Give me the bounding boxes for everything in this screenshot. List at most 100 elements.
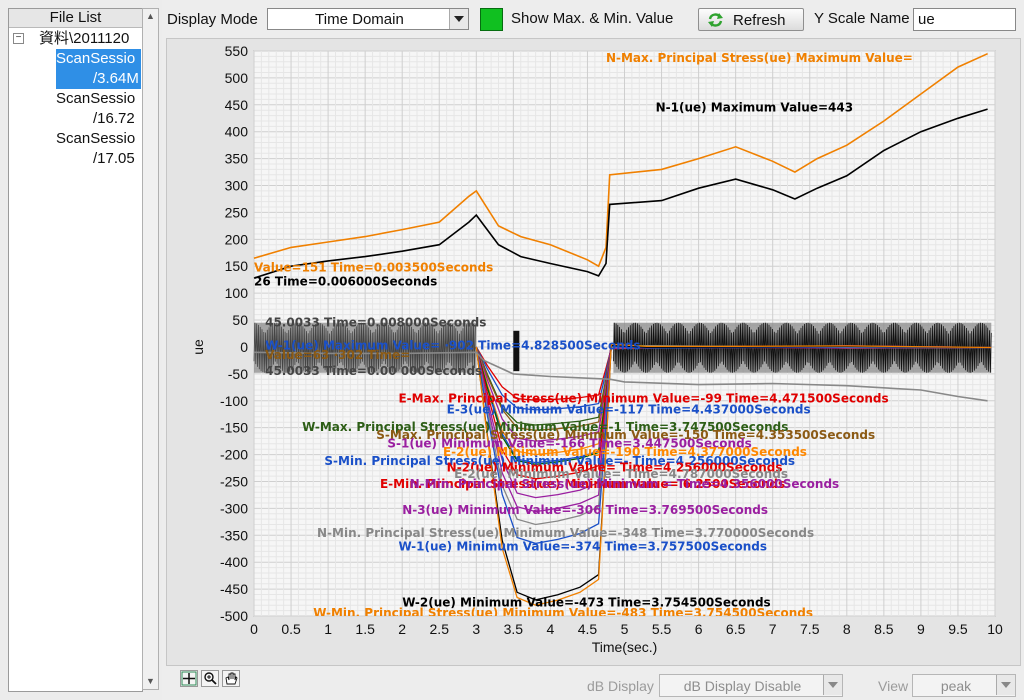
chevron-down-icon[interactable] [449, 9, 468, 29]
value-annotation: S-1(ue) Minimum Value=-166 Time=3.447500… [387, 437, 751, 451]
x-tick-label: 0 [250, 621, 258, 637]
session-name: ScanSessio [56, 130, 136, 147]
refresh-button[interactable]: Refresh [698, 8, 804, 31]
value-annotation: W-Max. Principal Stress(ue) Minimum Valu… [302, 420, 788, 434]
y-scale-label: Y Scale Name [814, 10, 910, 27]
series-line [253, 351, 988, 402]
file-list-panel: File List − 資料\2011120 ScanSessio /3.64M… [0, 0, 162, 700]
chart-canvas: 550500450400350300250200150100500-50-100… [190, 43, 1003, 655]
hand-icon [225, 672, 238, 685]
y-tick-label: 350 [225, 151, 249, 167]
x-tick-label: 8 [843, 621, 851, 637]
x-tick-label: 6.5 [726, 621, 746, 637]
y-tick-label: 500 [225, 70, 249, 86]
chevron-down-icon[interactable] [823, 675, 842, 695]
crosshair-icon [181, 671, 197, 686]
file-list-scrollbar[interactable]: ▲ ▼ [142, 8, 159, 690]
y-tick-label: -300 [220, 500, 248, 516]
scroll-up-icon[interactable]: ▲ [146, 11, 155, 21]
display-mode-value: Time Domain [315, 11, 404, 28]
value-annotation: N-2(ue) Minimum Value= Time=4.256000Seco… [447, 460, 783, 474]
view-value: peak [940, 678, 972, 694]
refresh-icon [708, 13, 723, 27]
y-tick-label: -400 [220, 554, 248, 570]
value-annotation: E-2(ue) Minimum Value=-190 Time=4.377000… [443, 445, 807, 459]
waveform-chart[interactable]: 550 500 450 400 350 300 250 200 150 100 50 0 -50 -100… [166, 38, 1021, 666]
display-mode-label: Display Mode [167, 11, 258, 28]
refresh-label: Refresh [733, 12, 786, 29]
value-annotation: N-Min. Principal Stress(ue) Minimum = Ti… [410, 477, 840, 491]
value-annotation: E-Min. Principal Stress(ue) Minimum Valu… [380, 477, 785, 491]
file-list[interactable]: File List − 資料\2011120 ScanSessio /3.64M… [8, 8, 143, 692]
y-tick-label: 50 [232, 312, 248, 328]
x-tick-label: 5.5 [652, 621, 672, 637]
pan-tool[interactable] [222, 670, 240, 687]
value-annotation: E-3(ue) Minimum Value=-117 Time=4.437000… [447, 403, 811, 417]
value-annotation: W-1(ue) Minimum Value=-374 Time=3.757500… [398, 539, 767, 553]
tree-root-item[interactable]: − 資料\2011120 [9, 29, 142, 49]
session-item-2[interactable]: ScanSessio /16.72 [56, 89, 141, 129]
x-tick-label: 9 [917, 621, 925, 637]
y-tick-label: -100 [220, 393, 248, 409]
collapse-toggle-icon[interactable]: − [13, 33, 24, 44]
zoom-tool[interactable] [201, 670, 219, 687]
value-annotation: S-Max. Principal Stress(ue) Minimum Valu… [376, 428, 875, 442]
y-tick-label: 300 [225, 178, 249, 194]
y-tick-label: -200 [220, 447, 248, 463]
y-tick-label: -450 [220, 581, 248, 597]
x-tick-label: 7.5 [800, 621, 820, 637]
chevron-down-icon[interactable] [996, 675, 1015, 695]
scroll-down-icon[interactable]: ▼ [146, 676, 155, 686]
display-mode-select[interactable]: Time Domain [267, 8, 469, 30]
y-scale-name-value: ue [918, 11, 935, 28]
noise-spike [513, 330, 520, 372]
y-scale-name-input[interactable]: ue [913, 8, 1016, 31]
show-max-min-label: Show Max. & Min. Value [511, 10, 674, 27]
x-tick-label: 2 [398, 621, 406, 637]
y-tick-label: 450 [225, 97, 249, 113]
value-annotation: 45.0033 Time=0.008000Seconds [265, 316, 486, 330]
minimum-curves [475, 343, 992, 606]
value-annotation: W-Min. Principal Stress(ue) Minimum Valu… [313, 606, 813, 620]
value-annotation: N-Max. Principal Stress(ue) Maximum Valu… [606, 51, 913, 65]
y-tick-label: 400 [225, 124, 249, 140]
view-label: View [878, 678, 909, 694]
value-annotation: Value=151 Time=0.003500Seconds [254, 261, 493, 275]
x-tick-label: 10 [987, 621, 1003, 637]
x-tick-label: 8.5 [874, 621, 894, 637]
session-name: ScanSessio [56, 90, 136, 107]
x-axis-label: Time(sec.) [592, 639, 658, 655]
value-annotation: E-2(ue) Minimum Value= Time=4.787000Seco… [454, 467, 788, 481]
db-display-value: dB Display Disable [683, 678, 802, 694]
y-tick-label: -250 [220, 473, 248, 489]
file-list-header: File List [9, 9, 142, 28]
view-select[interactable]: peak [912, 674, 1016, 697]
session-item-1[interactable]: ScanSessio /3.64M [56, 49, 141, 89]
series-lines [253, 52, 988, 402]
x-tick-label: 5 [621, 621, 629, 637]
y-tick-label: -150 [220, 420, 248, 436]
session-size: /17.05 [93, 150, 135, 167]
value-annotation: Value=63 ·302 Time= [265, 348, 410, 362]
session-name: ScanSessio [56, 50, 136, 67]
zoom-icon [204, 672, 217, 685]
y-tick-label: -350 [220, 527, 248, 543]
show-max-min-toggle[interactable] [480, 8, 503, 31]
x-tick-label: 4.5 [578, 621, 598, 637]
value-annotation: 45.0033 Time=0.00 000Seconds [265, 364, 482, 378]
x-tick-label: 3 [472, 621, 480, 637]
graph-palette [180, 670, 242, 688]
y-tick-label: -500 [220, 608, 248, 624]
y-tick-label: 250 [225, 204, 249, 220]
tree-root-label: 資料\2011120 [39, 30, 130, 47]
axis-ticks: 550500450400350300250200150100500-50-100… [220, 43, 1003, 637]
x-tick-label: 2.5 [430, 621, 450, 637]
y-tick-label: 200 [225, 231, 249, 247]
session-item-3[interactable]: ScanSessio /17.05 [56, 129, 141, 169]
series-line [253, 52, 988, 268]
db-display-select[interactable]: dB Display Disable [659, 674, 843, 697]
session-size: /16.72 [93, 110, 135, 127]
y-axis-label: ue [190, 339, 206, 355]
value-annotation: N-3(ue) Minimum Value=-306 Time=3.769500… [402, 503, 768, 517]
cursor-tool[interactable] [180, 670, 198, 687]
